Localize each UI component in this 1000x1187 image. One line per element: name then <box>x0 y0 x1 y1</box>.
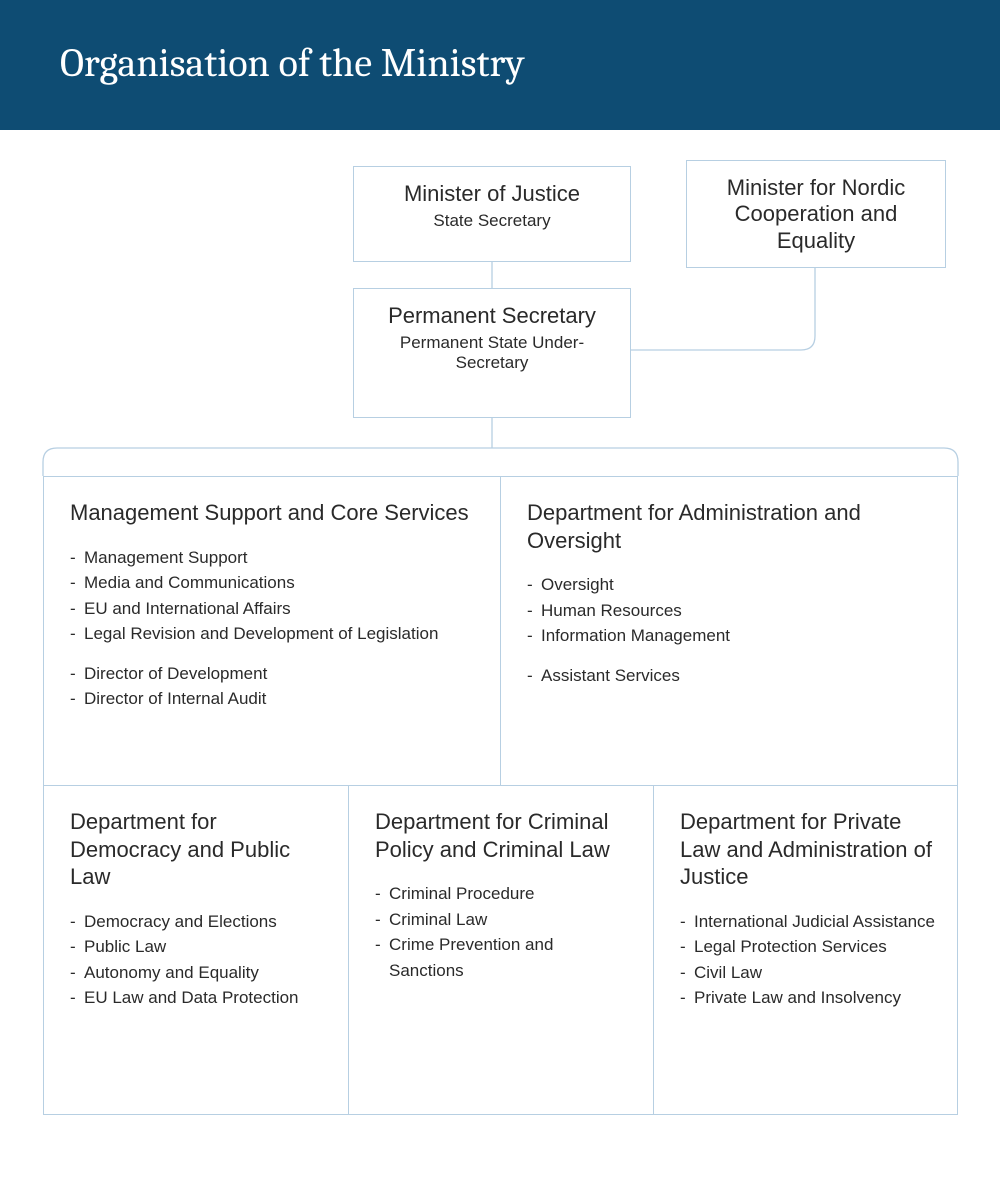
department-items: International Judicial AssistanceLegal P… <box>680 909 935 1011</box>
list-item: Assistant Services <box>527 663 935 689</box>
list-item: Public Law <box>70 934 326 960</box>
department-title: Management Support and Core Services <box>70 499 478 527</box>
page-title: Organisation of the Ministry <box>60 40 940 86</box>
node-minister-nordic: Minister for Nordic Cooperation and Equa… <box>686 160 946 268</box>
department-items-secondary: Assistant Services <box>527 663 935 689</box>
list-item: EU Law and Data Protection <box>70 985 326 1011</box>
department-items: OversightHuman ResourcesInformation Mana… <box>527 572 935 649</box>
department-items-secondary: Director of DevelopmentDirector of Inter… <box>70 661 478 712</box>
department-title: Department for Administration and Oversi… <box>527 499 935 554</box>
department-items: Management SupportMedia and Communicatio… <box>70 545 478 647</box>
department-box: Management Support and Core Services Mana… <box>43 476 501 786</box>
list-item: Human Resources <box>527 598 935 624</box>
list-item: Private Law and Insolvency <box>680 985 935 1011</box>
list-item: Criminal Procedure <box>375 881 631 907</box>
department-title: Department for Democracy and Public Law <box>70 808 326 891</box>
department-title: Department for Private Law and Administr… <box>680 808 935 891</box>
node-subtitle: Permanent State Under-Secretary <box>364 333 620 373</box>
list-item: Autonomy and Equality <box>70 960 326 986</box>
department-box: Department for Administration and Oversi… <box>500 476 958 786</box>
list-item: Civil Law <box>680 960 935 986</box>
list-item: Legal Revision and Development of Legisl… <box>70 621 478 647</box>
list-item: Oversight <box>527 572 935 598</box>
department-items: Democracy and ElectionsPublic LawAutonom… <box>70 909 326 1011</box>
node-subtitle: State Secretary <box>364 211 620 231</box>
node-title: Permanent Secretary <box>364 303 620 329</box>
list-item: Democracy and Elections <box>70 909 326 935</box>
list-item: Director of Internal Audit <box>70 686 478 712</box>
department-items: Criminal ProcedureCriminal LawCrime Prev… <box>375 881 631 983</box>
list-item: Media and Communications <box>70 570 478 596</box>
list-item: Director of Development <box>70 661 478 687</box>
node-minister-justice: Minister of Justice State Secretary <box>353 166 631 262</box>
list-item: International Judicial Assistance <box>680 909 935 935</box>
node-title: Minister for Nordic Cooperation and Equa… <box>697 175 935 254</box>
department-box: Department for Private Law and Administr… <box>653 785 958 1115</box>
department-title: Department for Criminal Policy and Crimi… <box>375 808 631 863</box>
department-box: Department for Democracy and Public Law D… <box>43 785 349 1115</box>
list-item: Legal Protection Services <box>680 934 935 960</box>
page-header: Organisation of the Ministry <box>0 0 1000 130</box>
list-item: Information Management <box>527 623 935 649</box>
list-item: EU and International Affairs <box>70 596 478 622</box>
org-chart-canvas: Minister of Justice State Secretary Mini… <box>0 130 1000 1164</box>
list-item: Management Support <box>70 545 478 571</box>
list-item: Crime Prevention and Sanctions <box>375 932 631 983</box>
node-permanent-secretary: Permanent Secretary Permanent State Unde… <box>353 288 631 418</box>
node-title: Minister of Justice <box>364 181 620 207</box>
department-box: Department for Criminal Policy and Crimi… <box>348 785 654 1115</box>
list-item: Criminal Law <box>375 907 631 933</box>
